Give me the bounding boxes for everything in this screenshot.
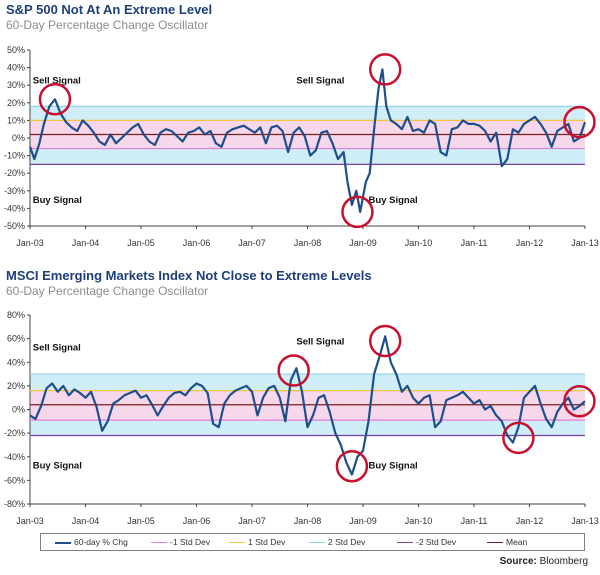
lower-inner-band — [30, 404, 585, 421]
chart2-subtitle: 60-Day Percentage Change Oscillator — [6, 284, 209, 298]
legend-swatch — [151, 542, 167, 544]
x-tick-label: Jan-06 — [183, 238, 211, 248]
signal-highlight-circle — [335, 449, 369, 483]
legend-swatch — [487, 542, 503, 544]
y-tick-label: -60% — [4, 475, 25, 485]
upper-outer-band — [30, 106, 585, 121]
y-tick-label: -20% — [4, 428, 25, 438]
y-tick-label: 80% — [7, 310, 25, 320]
x-tick-label: Jan-13 — [571, 238, 599, 248]
source-note: Source: Bloomberg — [500, 556, 588, 567]
chart2-title: MSCI Emerging Markets Index Not Close to… — [6, 268, 372, 283]
signal-highlight-circle — [368, 53, 402, 86]
signal-annotation: Buy Signal — [369, 461, 418, 472]
signal-highlight-circle — [277, 354, 310, 387]
y-tick-label: 20% — [7, 381, 25, 391]
x-tick-label: Jan-09 — [349, 238, 377, 248]
y-tick-label: 40% — [7, 357, 25, 367]
x-tick-label: Jan-11 — [461, 516, 488, 526]
legend-label: 2 Std Dev — [328, 537, 366, 547]
signal-annotation: Buy Signal — [369, 195, 418, 206]
signal-highlight-circle — [563, 384, 596, 418]
source-value: Bloomberg — [539, 556, 588, 567]
legend-swatch — [55, 541, 71, 544]
source-label: Source: — [499, 556, 537, 567]
y-tick-label: 50% — [7, 45, 25, 55]
upper-outer-band — [30, 374, 585, 391]
legend-item: 1 Std Dev — [229, 537, 285, 547]
y-tick-label: -20% — [4, 168, 25, 178]
legend-swatch — [229, 542, 245, 544]
x-tick-label: Jan-05 — [127, 516, 155, 526]
x-tick-label: Jan-07 — [238, 238, 266, 248]
signal-highlight-circle — [502, 421, 535, 455]
x-tick-label: Jan-04 — [72, 516, 100, 526]
y-tick-label: 30% — [7, 80, 25, 90]
legend-swatch — [397, 542, 413, 544]
x-tick-label: Jan-11 — [461, 238, 488, 248]
y-tick-label: -40% — [4, 452, 25, 462]
x-tick-label: Jan-04 — [72, 238, 100, 248]
y-tick-label: -80% — [4, 499, 25, 509]
legend-label: 1 Std Dev — [248, 537, 286, 547]
series-line-60-day-pct-chg — [28, 68, 587, 213]
y-tick-label: -10% — [4, 151, 25, 161]
legend-label: Mean — [506, 537, 528, 547]
chart1-subtitle: 60-Day Percentage Change Oscillator — [6, 18, 209, 32]
x-tick-label: Jan-05 — [127, 238, 155, 248]
sp500-oscillator-chart: -50% -40% -30% -20% -10% 0% 10% 20% 30% 40% 50% Jan… — [4, 45, 599, 248]
x-tick-label: Jan-09 — [349, 516, 377, 526]
x-tick-label: Jan-12 — [516, 516, 544, 526]
legend-label: -1 Std Dev — [170, 537, 211, 547]
x-tick-label: Jan-03 — [16, 516, 44, 526]
legend-item: Mean — [487, 537, 527, 547]
y-tick-label: 20% — [7, 98, 25, 108]
y-tick-label: -30% — [4, 186, 25, 196]
y-tick-label: 40% — [7, 63, 25, 73]
x-tick-label: Jan-10 — [405, 516, 433, 526]
lower-inner-band — [30, 134, 585, 149]
x-tick-label: Jan-08 — [294, 516, 322, 526]
legend-swatch — [309, 542, 325, 544]
y-tick-label: 0% — [12, 405, 25, 415]
signal-annotation: Buy Signal — [33, 461, 82, 472]
signal-highlight-circle — [563, 105, 596, 139]
x-tick-label: Jan-06 — [183, 516, 211, 526]
signal-annotation: Buy Signal — [33, 195, 82, 206]
y-tick-label: 0% — [12, 133, 25, 143]
series-line-60-day-pct-chg — [29, 335, 586, 476]
y-tick-label: -50% — [4, 221, 25, 231]
legend-label: -2 Std Dev — [416, 537, 457, 547]
signal-highlight-circle — [341, 195, 374, 229]
y-tick-label: 60% — [7, 334, 25, 344]
x-tick-label: Jan-03 — [16, 238, 44, 248]
signal-annotation: Sell Signal — [33, 342, 81, 353]
legend-item: 2 Std Dev — [309, 537, 365, 547]
x-tick-label: Jan-13 — [571, 516, 599, 526]
legend-item: -1 Std Dev — [151, 537, 210, 547]
x-tick-label: Jan-10 — [405, 238, 433, 248]
x-tick-label: Jan-07 — [238, 516, 266, 526]
signal-highlight-circle — [368, 324, 402, 358]
x-tick-label: Jan-08 — [294, 238, 322, 248]
legend-label: 60-day % Chg — [74, 537, 128, 547]
msci-em-oscillator-chart: -80% -60% -40% -20% 0% 20% 40% 60% 80% Jan-03 Jan-… — [4, 310, 599, 526]
legend-item: 60-day % Chg — [55, 537, 128, 547]
x-tick-label: Jan-12 — [516, 238, 544, 248]
signal-annotation: Sell Signal — [296, 75, 344, 86]
y-tick-label: 10% — [7, 115, 25, 125]
y-tick-label: -40% — [4, 203, 25, 213]
signal-highlight-circle — [38, 83, 72, 116]
legend-item: -2 Std Dev — [397, 537, 456, 547]
chart1-title: S&P 500 Not At An Extreme Level — [6, 2, 213, 17]
signal-annotation: Sell Signal — [33, 75, 81, 86]
signal-annotation: Sell Signal — [296, 337, 344, 348]
chart-legend: 60-day % Chg -1 Std Dev 1 Std Dev 2 Std Dev… — [40, 533, 585, 551]
